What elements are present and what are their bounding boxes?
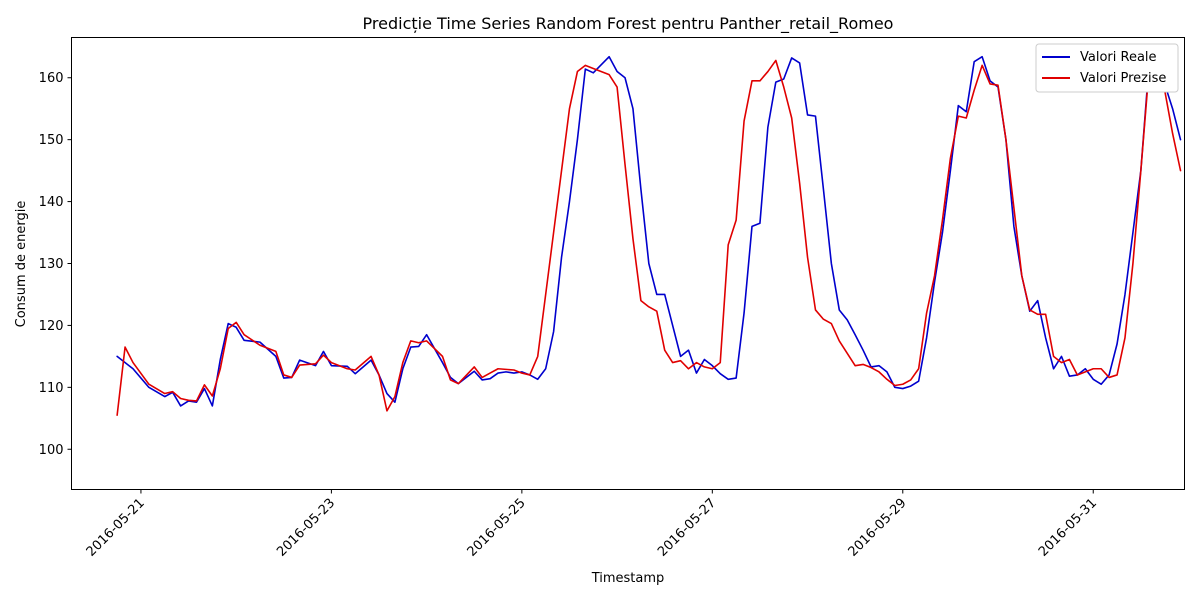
y-tick-label: 130	[39, 257, 64, 272]
legend: Valori Reale Valori Prezise	[1035, 43, 1179, 93]
y-tick-label: 110	[39, 381, 64, 396]
legend-box	[1035, 43, 1179, 93]
series-line-valori-prezise	[116, 59, 1182, 417]
y-axis: 100 110 120 130 140 150 160	[39, 71, 72, 458]
legend-label-valori-reale: Valori Reale	[1080, 50, 1157, 65]
y-tick-label: 100	[39, 443, 64, 458]
y-tick-label: 140	[39, 195, 64, 210]
plot-frame	[71, 37, 1185, 490]
series-layer	[116, 55, 1182, 417]
y-tick-label: 160	[39, 71, 64, 86]
y-tick-label: 120	[39, 319, 64, 334]
x-axis-label: Timestamp	[591, 571, 665, 586]
legend-label-valori-prezise: Valori Prezise	[1080, 71, 1166, 86]
y-tick-label: 150	[39, 133, 64, 148]
chart-title: Predicție Time Series Random Forest pent…	[363, 14, 894, 34]
y-axis-label: Consum de energie	[14, 201, 29, 328]
